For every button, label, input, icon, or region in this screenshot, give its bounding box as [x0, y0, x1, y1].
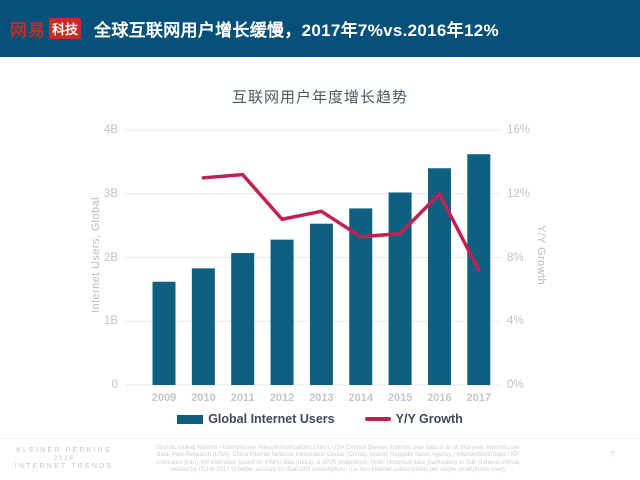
line-swatch — [364, 417, 391, 421]
legend-item-bars: Global Internet Users — [177, 412, 335, 426]
x-tick-2011: 2011 — [230, 392, 255, 404]
y-left-tick-3: 3B — [103, 187, 118, 200]
y-right-tick-1: 4% — [507, 315, 524, 328]
x-tick-2017: 2017 — [466, 392, 492, 404]
y-right-tick-4: 16% — [507, 124, 531, 136]
source-line-2: data: Pew Research (USA), China Internet… — [156, 452, 520, 459]
y-left-tick-1: 1B — [103, 315, 118, 328]
tech-logo-badge: 科技 — [49, 18, 82, 39]
bar-2009 — [152, 281, 176, 385]
y-left-tick-0: 0 — [111, 379, 118, 391]
kleiner-perkins-logo: KLEINER PERKINS 2018 INTERNET TRENDS — [8, 447, 120, 472]
y-left-tick-2: 2B — [103, 251, 118, 264]
growth-line — [201, 172, 481, 272]
legend-item-line: Y/Y Growth — [364, 412, 463, 426]
legend-label-bars: Global Internet Users — [208, 412, 335, 426]
kp-logo-line2: 2018 — [53, 455, 75, 463]
x-tick-2014: 2014 — [348, 392, 373, 404]
y-right-tick-0: 0% — [507, 379, 524, 391]
y-right-tick-2: 8% — [507, 251, 524, 264]
x-tick-2015: 2015 — [387, 392, 413, 404]
source-note: Source: United Nations / International T… — [128, 445, 548, 474]
bar-2014 — [349, 208, 373, 385]
slide-title: 全球互联网用户增长缓慢，2017年7%vs.2016年12% — [94, 21, 499, 40]
bar-2016 — [427, 168, 451, 385]
x-tick-2009: 2009 — [151, 392, 177, 404]
bar-2010 — [191, 268, 215, 385]
y-right-tick-3: 12% — [507, 187, 531, 200]
source-line-1: Source: United Nations / International T… — [155, 445, 521, 451]
legend-label-line: Y/Y Growth — [395, 412, 463, 426]
netease-tech-logo: 网易 科技 — [10, 16, 82, 41]
bar-2015 — [388, 192, 412, 385]
chart-legend: Global Internet Users Y/Y Growth — [0, 412, 640, 426]
y-left-tick-4: 4B — [103, 124, 118, 136]
bar-swatch — [177, 414, 204, 424]
bar-2012 — [270, 239, 294, 385]
x-tick-2016: 2016 — [427, 392, 452, 404]
header-banner: 网易 科技 全球互联网用户增长缓慢，2017年7%vs.2016年12% — [0, 0, 640, 57]
bar-2013 — [309, 223, 333, 385]
netease-logo-text: 网易 — [10, 21, 46, 40]
chart-title: 互联网用户年度增长趋势 — [231, 89, 408, 106]
kp-logo-line1: KLEINER PERKINS — [16, 447, 112, 454]
kp-logo-line3: INTERNET TRENDS — [14, 463, 114, 471]
source-line-4: revised by ITU in 2017 to better account… — [169, 466, 507, 473]
bar-2011 — [231, 253, 255, 385]
x-tick-2010: 2010 — [191, 392, 216, 404]
source-line-3: estimates (Iran), KP estimates based on … — [156, 459, 520, 466]
x-tick-2013: 2013 — [309, 392, 334, 404]
footer-divider — [0, 438, 640, 439]
x-tick-2012: 2012 — [269, 392, 295, 404]
page-number: 7 — [610, 450, 615, 459]
